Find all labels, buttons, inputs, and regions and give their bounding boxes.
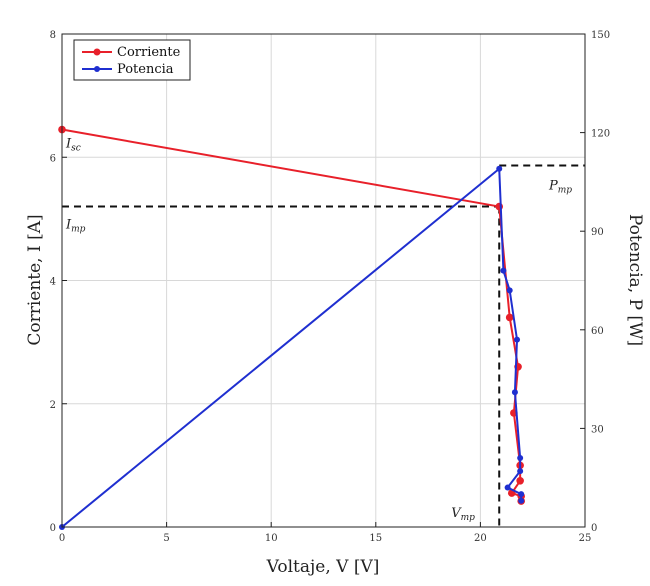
data-point-potencia [518, 497, 525, 504]
x-tick-label: 10 [265, 533, 278, 544]
x-axis-title: Voltaje, V [V] [266, 557, 380, 577]
data-point-potencia [496, 165, 503, 172]
legend-marker-potencia [94, 66, 100, 72]
annotation-i-sc: Isc [65, 137, 81, 154]
y-left-tick-label: 4 [50, 277, 56, 288]
legend-box [73, 39, 191, 81]
y-right-tick-label: 90 [591, 227, 604, 238]
y-right-axis-title: Potencia, P [W] [625, 214, 645, 346]
legend-marker-corriente [93, 48, 101, 56]
legend-label-corriente: Corriente [117, 45, 181, 60]
data-point-potencia [514, 336, 521, 343]
legend: Corriente Potencia [73, 39, 191, 81]
data-point-potencia [500, 267, 507, 274]
y-right-tick-label: 60 [591, 326, 604, 337]
series-line-corriente [61, 128, 523, 502]
data-point-corriente [505, 313, 514, 322]
data-point-potencia [511, 389, 518, 396]
y-left-tick-label: 8 [50, 30, 56, 41]
annotation-i-mp: Imp [65, 218, 86, 235]
y-right-tick-label: 0 [591, 523, 597, 534]
y-left-axis-title: Corriente, I [A] [25, 214, 45, 345]
y-right-tick-label: 150 [591, 30, 610, 41]
x-tick-label: 0 [59, 533, 65, 544]
y-left-tick-label: 0 [50, 523, 56, 534]
annotation-v-mp: Vmp [451, 506, 475, 523]
y-right-tick-label: 30 [591, 424, 604, 435]
y-left-tick-label: 2 [50, 400, 56, 411]
x-tick-label: 20 [474, 533, 487, 544]
data-point-potencia [518, 491, 525, 498]
x-tick-label: 15 [369, 533, 382, 544]
x-tick-label: 25 [579, 533, 592, 544]
annotation-p-mp: Pmp [548, 178, 572, 195]
data-point-potencia [506, 287, 513, 294]
legend-label-potencia: Potencia [117, 62, 174, 77]
reference-lines [62, 164, 585, 527]
annotations: Isc Imp Pmp Vmp [65, 137, 572, 523]
x-tick-label: 5 [163, 533, 169, 544]
data-point-potencia [504, 484, 511, 491]
data-point-corriente [516, 476, 524, 485]
data-point-potencia [517, 454, 524, 461]
y-left-tick-label: 6 [50, 153, 56, 164]
y-right-tick-label: 120 [591, 129, 610, 140]
data-point-potencia [517, 468, 524, 475]
grid [62, 34, 585, 527]
